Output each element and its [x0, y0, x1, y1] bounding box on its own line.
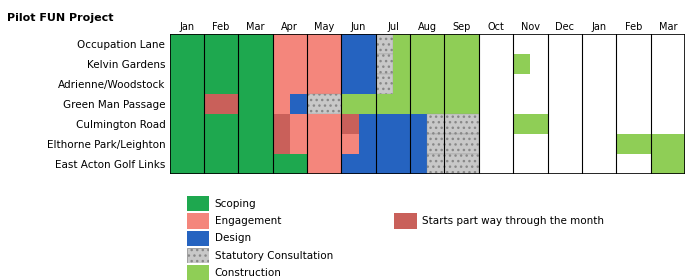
Bar: [273, 74, 341, 94]
Text: Engagement: Engagement: [215, 216, 281, 226]
Bar: [170, 53, 273, 74]
Text: Scoping: Scoping: [215, 199, 256, 209]
Bar: [341, 34, 376, 53]
Bar: [358, 114, 427, 134]
Bar: [341, 53, 376, 74]
Bar: [650, 154, 685, 174]
Bar: [428, 154, 479, 174]
Bar: [513, 114, 547, 134]
Text: Construction: Construction: [215, 268, 282, 278]
Bar: [513, 53, 530, 74]
Bar: [650, 134, 685, 154]
Bar: [393, 34, 479, 53]
Bar: [376, 53, 393, 74]
Bar: [358, 134, 427, 154]
Bar: [376, 74, 393, 94]
Text: Statutory Consultation: Statutory Consultation: [215, 251, 333, 261]
Bar: [341, 74, 376, 94]
Bar: [273, 34, 341, 53]
Text: Starts part way through the month: Starts part way through the month: [422, 216, 604, 226]
Bar: [428, 134, 479, 154]
Bar: [376, 34, 393, 53]
Bar: [307, 154, 341, 174]
Bar: [170, 114, 273, 134]
Bar: [393, 74, 479, 94]
Text: Design: Design: [215, 234, 251, 243]
Bar: [170, 34, 273, 53]
Bar: [170, 134, 273, 154]
Bar: [273, 134, 290, 154]
Bar: [170, 94, 204, 114]
Bar: [341, 114, 358, 134]
Bar: [170, 154, 307, 174]
Bar: [273, 114, 290, 134]
Bar: [290, 134, 358, 154]
Bar: [428, 114, 479, 134]
Bar: [290, 94, 307, 114]
Bar: [341, 154, 427, 174]
Bar: [307, 94, 341, 114]
Bar: [238, 94, 273, 114]
Bar: [393, 53, 479, 74]
Bar: [273, 94, 290, 114]
Text: Pilot FUN Project: Pilot FUN Project: [7, 13, 113, 23]
Bar: [204, 94, 238, 114]
Bar: [170, 74, 273, 94]
Bar: [290, 114, 341, 134]
Bar: [617, 134, 650, 154]
Bar: [273, 53, 341, 74]
Bar: [341, 94, 479, 114]
